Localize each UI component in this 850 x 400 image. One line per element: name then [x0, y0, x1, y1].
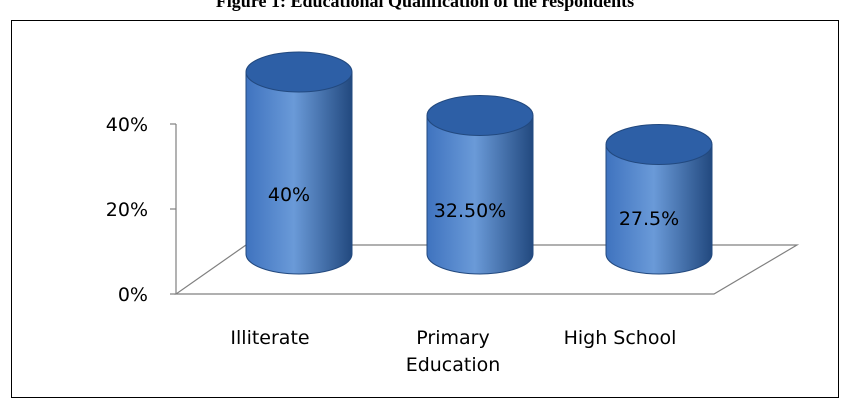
bar-body — [426, 115, 534, 275]
figure-caption-text: Figure 1: Educational Qualification of t… — [215, 0, 635, 11]
category-axis: Illiterate Primary Education High School — [230, 327, 676, 376]
figure-caption: Figure 1: Educational Qualification of t… — [0, 0, 850, 14]
bar-series: 40% 32.50% 27.5% — [245, 51, 713, 275]
y-tick-label: 20% — [106, 199, 148, 221]
bar: 40% — [245, 51, 353, 275]
bar-top — [605, 124, 713, 165]
category-label: High School — [564, 327, 677, 349]
floor-plane — [174, 244, 800, 295]
y-tick-label: 0% — [118, 284, 148, 306]
y-tick-label: 40% — [106, 114, 148, 136]
category-label: Primary Education — [406, 327, 501, 376]
chart-frame: 0% 20% 40% 40% 32.50% 27.5% Illiterate Primar… — [11, 20, 839, 398]
bar: 32.50% — [426, 95, 534, 275]
bar-body — [605, 144, 713, 275]
bar: 27.5% — [605, 124, 713, 275]
data-label: 32.50% — [434, 200, 506, 222]
cylinder-bar-chart: 0% 20% 40% 40% 32.50% 27.5% Illiterate Primar… — [106, 51, 800, 376]
bar-top — [426, 95, 534, 136]
bar-body — [245, 71, 353, 275]
bar-top — [245, 51, 353, 93]
category-label: Illiterate — [230, 327, 309, 349]
y-axis: 0% 20% 40% — [106, 114, 177, 306]
data-label: 27.5% — [619, 208, 679, 230]
chart-floor — [174, 244, 800, 295]
data-label: 40% — [268, 184, 310, 206]
